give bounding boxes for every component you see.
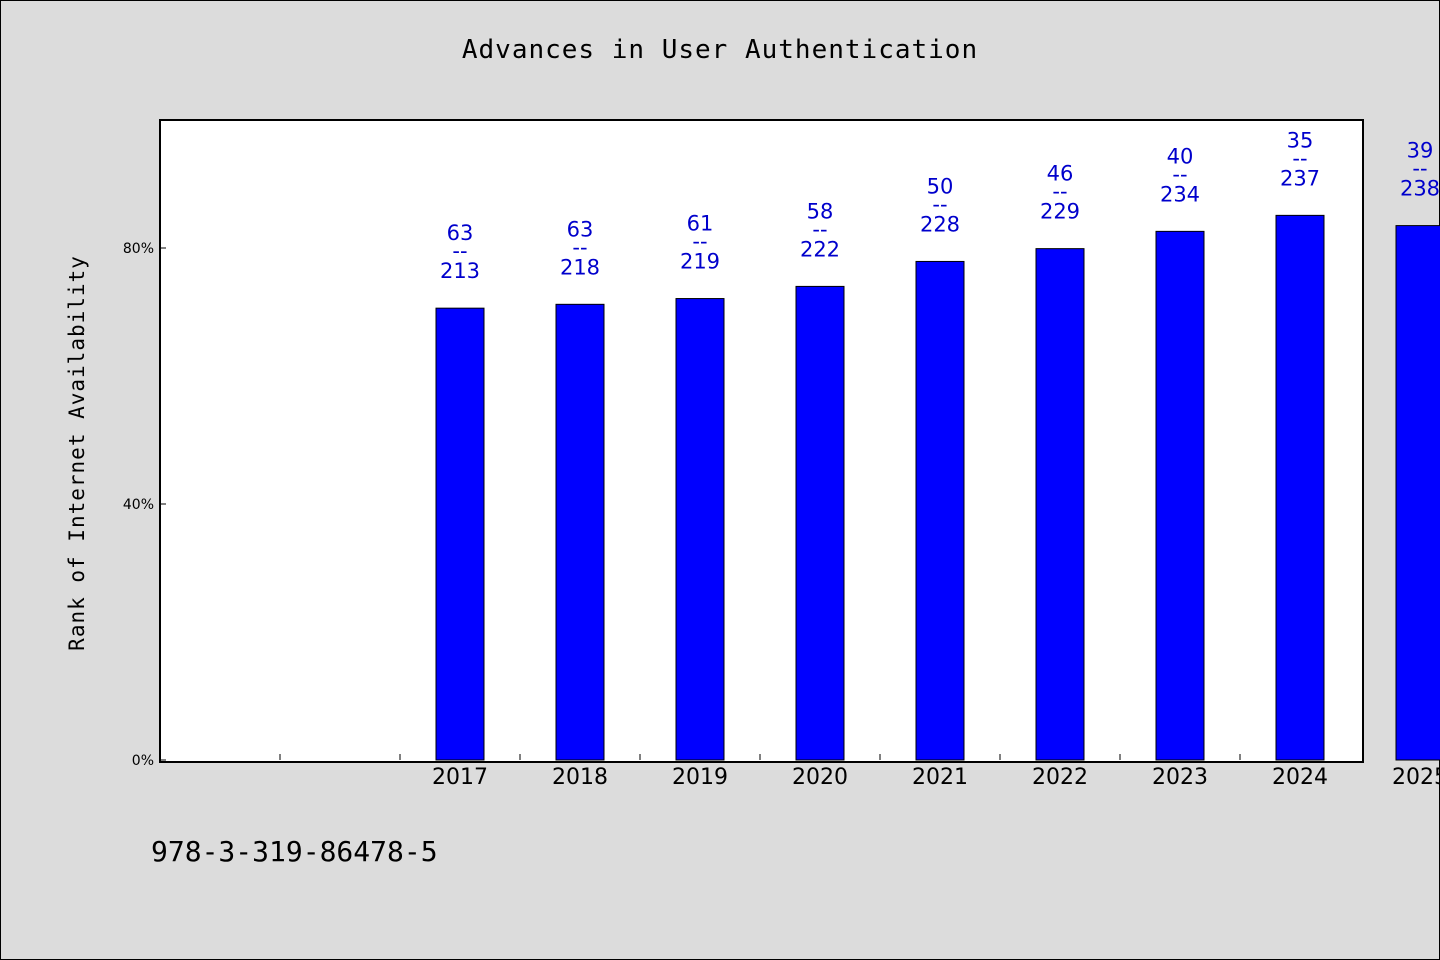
data-label-bottom: 237 [1280,166,1320,190]
data-label-separator: -- [572,235,587,259]
bar [555,303,605,761]
chart-title: Advances in User Authentication [461,35,979,65]
data-label-separator: -- [1412,157,1427,181]
data-label-bottom: 238 [1400,177,1440,201]
bar [675,298,725,761]
data-label-bottom: 234 [1160,182,1200,206]
data-label-top: 50 [927,174,954,198]
data-label-top: 39 [1407,139,1434,163]
bar [1155,230,1205,761]
data-label-separator: -- [1172,162,1187,186]
data-label-separator: -- [1052,180,1067,204]
x-tick-label: 2022 [1032,765,1088,790]
bar [915,260,965,761]
y-tick-label: 80% [123,241,154,257]
x-tick-label: 2024 [1272,765,1328,790]
data-label-bottom: 222 [800,237,840,261]
data-label-top: 61 [687,212,714,236]
x-tick-label: 2020 [792,765,848,790]
data-label-separator: -- [812,217,827,241]
data-label-top: 35 [1287,128,1314,152]
data-label-bottom: 229 [1040,200,1080,224]
bar [795,285,845,761]
data-label-separator: -- [932,192,947,216]
data-label-bottom: 213 [440,259,480,283]
data-label-separator: -- [1292,146,1307,170]
data-label-separator: -- [452,239,467,263]
data-label-top: 63 [567,217,594,241]
data-label-bottom: 218 [560,255,600,279]
bar [1035,248,1085,761]
data-label-top: 46 [1047,162,1074,186]
x-tick-label: 2019 [672,765,728,790]
isbn-footer: 978-3-319-86478-5 [151,835,438,868]
bar [435,307,485,761]
x-tick-label: 2017 [432,765,488,790]
data-label-separator: -- [692,230,707,254]
x-tick-label: 2021 [912,765,968,790]
data-label-top: 40 [1167,144,1194,168]
data-label-bottom: 228 [920,212,960,236]
bar [1395,225,1440,761]
data-label-top: 58 [807,199,834,223]
y-tick-label: 40% [123,497,154,513]
bar [1275,214,1325,761]
y-tick-label: 0% [132,753,154,769]
data-label-top: 63 [447,221,474,245]
x-tick-label: 2018 [552,765,608,790]
x-tick-label: 2023 [1152,765,1208,790]
x-tick-label: 2025 [1392,765,1440,790]
data-label-bottom: 219 [680,250,720,274]
